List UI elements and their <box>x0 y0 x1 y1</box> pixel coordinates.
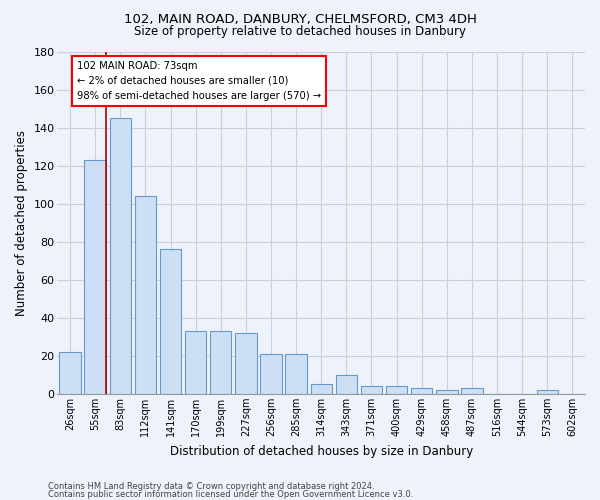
Bar <box>536 390 558 394</box>
Bar <box>361 386 382 394</box>
Bar <box>210 331 232 394</box>
Bar <box>160 250 181 394</box>
Text: 102, MAIN ROAD, DANBURY, CHELMSFORD, CM3 4DH: 102, MAIN ROAD, DANBURY, CHELMSFORD, CM3… <box>124 12 476 26</box>
Bar <box>311 384 332 394</box>
Bar <box>386 386 407 394</box>
Bar <box>59 352 80 394</box>
Y-axis label: Number of detached properties: Number of detached properties <box>15 130 28 316</box>
Bar <box>286 354 307 394</box>
Bar <box>110 118 131 394</box>
Bar <box>260 354 281 394</box>
Text: Size of property relative to detached houses in Danbury: Size of property relative to detached ho… <box>134 25 466 38</box>
Bar <box>436 390 458 394</box>
Bar <box>461 388 482 394</box>
Bar <box>335 375 357 394</box>
Bar <box>85 160 106 394</box>
X-axis label: Distribution of detached houses by size in Danbury: Distribution of detached houses by size … <box>170 444 473 458</box>
Text: Contains HM Land Registry data © Crown copyright and database right 2024.: Contains HM Land Registry data © Crown c… <box>48 482 374 491</box>
Bar <box>135 196 156 394</box>
Text: Contains public sector information licensed under the Open Government Licence v3: Contains public sector information licen… <box>48 490 413 499</box>
Bar <box>411 388 433 394</box>
Text: 102 MAIN ROAD: 73sqm
← 2% of detached houses are smaller (10)
98% of semi-detach: 102 MAIN ROAD: 73sqm ← 2% of detached ho… <box>77 61 320 100</box>
Bar <box>185 331 206 394</box>
Bar <box>235 333 257 394</box>
